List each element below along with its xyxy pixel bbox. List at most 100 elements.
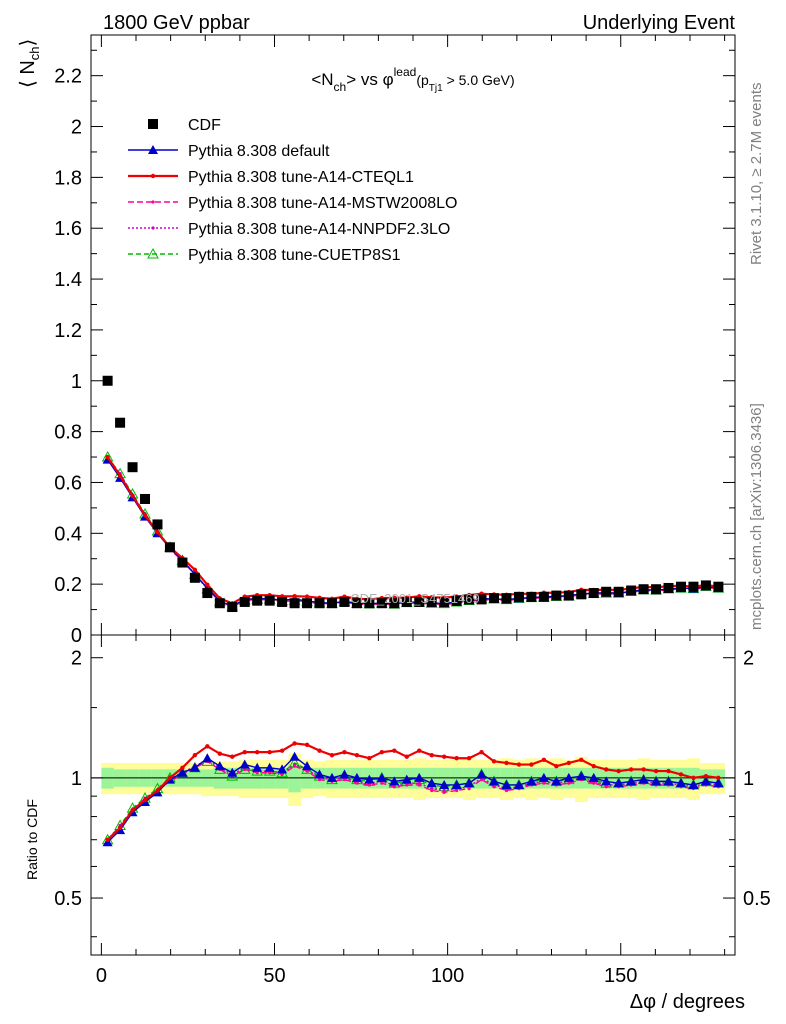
series-2-ratio-marker [554, 763, 559, 769]
legend-marker-cdf [148, 119, 158, 129]
series-2-ratio-marker [130, 807, 135, 813]
y-axis-label: ⟨ Nch⟩ [17, 39, 42, 88]
cdf-data-point [140, 493, 151, 504]
series-3-ratio-marker [467, 787, 471, 791]
ratio-tick-label-right: 0.5 [743, 888, 771, 910]
y-tick-label: 0.8 [54, 422, 82, 444]
series-2-main-marker [142, 513, 148, 518]
cdf-data-point [339, 596, 350, 607]
chart-title: <Nch> vs φlead(pTj1 > 5.0 GeV) [311, 65, 514, 94]
series-3-ratio-marker [542, 781, 546, 785]
series-3-ratio-marker [342, 778, 347, 782]
series-3-ratio-marker [504, 788, 509, 793]
cdf-data-point [426, 596, 437, 607]
legend-marker-5 [147, 247, 159, 259]
series-3-ratio-marker [492, 785, 496, 789]
cdf-data-point [626, 585, 637, 596]
cdf-data-point [601, 586, 612, 597]
series-1-ratio-marker [576, 771, 587, 781]
series-1-ratio-marker [277, 764, 288, 774]
legend-label-0: CDF [188, 117, 221, 134]
series-2-main-marker [304, 594, 310, 599]
series-3-ratio-marker [479, 778, 484, 782]
series-1-ratio-marker [601, 776, 612, 786]
series-2-main-marker [117, 473, 123, 478]
series-1-ratio-marker [376, 772, 387, 782]
header-left: 1800 GeV ppbar [103, 12, 250, 34]
x-tick-label: 150 [604, 965, 637, 987]
series-2-main-marker [205, 582, 210, 587]
cdf-data-point [202, 588, 213, 599]
series-1-ratio-marker [588, 772, 599, 782]
cdf-data-point [264, 595, 275, 606]
series-1-ratio-marker [688, 779, 699, 789]
series-3-ratio-marker [592, 781, 596, 785]
main-panel-series [101, 375, 725, 613]
series-2-ratio-marker [641, 767, 646, 772]
series-3-ratio-marker [292, 764, 297, 768]
legend: CDF Pythia 8.308 default Pythia 8.308 tune… [128, 117, 457, 264]
series-2-ratio-marker [491, 759, 497, 764]
series-3-ratio-marker [604, 785, 608, 789]
legend-label-5: Pythia 8.308 tune-CUETP8S1 [188, 247, 401, 264]
series-2-ratio-marker [354, 752, 360, 758]
series-3-ratio-marker [417, 783, 421, 787]
series-2-ratio-marker [292, 741, 297, 746]
mcplots-label: mcplots.cern.ch [arXiv:1306.3436] [748, 403, 765, 630]
series-3-ratio-marker [392, 785, 396, 789]
series-2-main-marker [155, 529, 160, 535]
y-tick-label: 0.4 [54, 523, 82, 545]
series-1-ratio-marker [464, 778, 475, 788]
series-3-ratio-marker [567, 781, 571, 785]
series-1-ratio-marker [202, 753, 213, 763]
series-1-ratio-marker [476, 769, 487, 779]
cdf-data-point [326, 598, 337, 609]
series-1-ratio-marker [638, 774, 649, 784]
cdf-data-point [464, 594, 475, 605]
series-3-ratio-marker [243, 767, 247, 772]
x-axis-label: Δφ / degrees [630, 991, 745, 1013]
cdf-data-point [389, 598, 400, 609]
legend-label-3: Pythia 8.308 tune-A14-MSTW2008LO [188, 195, 457, 212]
series-2-ratio-marker [404, 754, 409, 759]
series-2-ratio-marker [566, 760, 572, 766]
analysis-watermark: CDF_2001_S4751469 [350, 591, 479, 606]
cdf-data-point [613, 586, 624, 597]
stat-uncertainty-band [288, 764, 302, 793]
y-tick-label: 0.2 [54, 574, 82, 596]
series-3-ratio-marker [305, 769, 309, 773]
cdf-data-point [189, 572, 200, 583]
legend-marker-3 [151, 200, 155, 204]
series-1-ratio-marker [252, 762, 263, 772]
cdf-data-point [227, 602, 238, 613]
series-3-ratio-marker [268, 771, 272, 775]
header-right: Underlying Event [583, 12, 736, 34]
series-1-ratio-marker [351, 772, 362, 782]
cdf-data-point [302, 598, 313, 609]
cdf-data-point [688, 581, 699, 592]
series-2-ratio-marker [367, 756, 372, 761]
x-tick-label: 50 [263, 965, 285, 987]
series-2-ratio-marker [716, 775, 721, 781]
cdf-data-point [675, 581, 686, 592]
series-1-ratio-marker [289, 751, 300, 761]
series-1-ratio-marker [189, 762, 200, 772]
cdf-data-point [364, 598, 375, 609]
legend-marker-2 [150, 173, 156, 179]
series-1-ratio-marker [538, 772, 549, 782]
cdf-data-point [576, 589, 587, 600]
series-2-ratio-marker [604, 767, 609, 772]
series-3-ratio-marker [430, 788, 434, 793]
cdf-data-point [177, 557, 188, 568]
series-1-ratio-marker [451, 779, 462, 789]
cdf-data-point [588, 588, 599, 599]
legend-marker-4 [151, 226, 155, 230]
series-1-ratio-marker [177, 767, 188, 777]
series-1-ratio-marker [414, 772, 425, 782]
cdf-data-point [651, 584, 662, 595]
series-1-ratio-marker [651, 776, 662, 786]
y-tick-label: 1.8 [54, 167, 82, 189]
cdf-data-point [663, 582, 674, 593]
cdf-data-point [551, 590, 562, 601]
